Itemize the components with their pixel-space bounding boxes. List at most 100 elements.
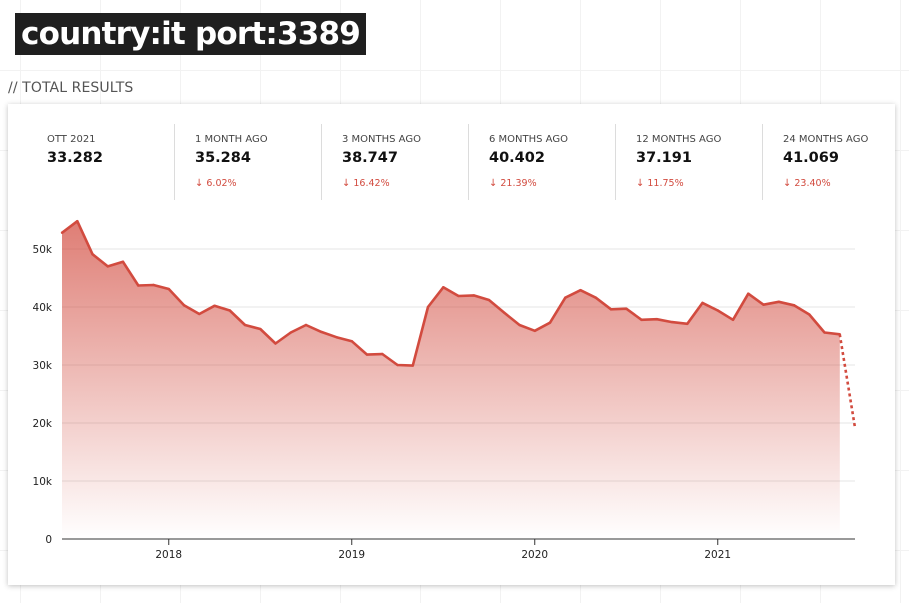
data-point xyxy=(137,284,140,287)
data-point xyxy=(411,364,414,367)
stat-change-value: 11.75% xyxy=(647,178,684,189)
stat-12-months-ago: 12 MONTHS AGO 37.191 ↓ 11.75% xyxy=(615,124,762,200)
stat-label: OTT 2021 xyxy=(47,134,96,145)
data-point xyxy=(60,231,64,234)
stat-label: 6 MONTHS AGO xyxy=(489,134,568,145)
y-tick-label: 10k xyxy=(33,476,53,488)
stat-current: OTT 2021 33.282 xyxy=(8,124,174,200)
data-point xyxy=(579,288,582,292)
data-point xyxy=(564,296,567,299)
arrow-down-icon: ↓ xyxy=(783,178,792,189)
y-tick-label: 50k xyxy=(33,244,53,256)
stat-3-months-ago: 3 MONTHS AGO 38.747 ↓ 16.42% xyxy=(321,124,468,200)
stat-value: 38.747 xyxy=(342,150,398,166)
data-point xyxy=(259,327,262,331)
data-point xyxy=(655,317,658,321)
stat-24-months-ago: 24 MONTHS AGO 41.069 ↓ 23.40% xyxy=(762,124,895,200)
x-tick-label: 2018 xyxy=(155,549,182,561)
projection-dashed-line xyxy=(838,334,857,428)
query-title: country:it port:3389 xyxy=(15,13,367,55)
data-point xyxy=(213,304,216,308)
stat-change: ↓ 16.42% xyxy=(342,178,390,189)
data-point xyxy=(106,265,109,268)
arrow-down-icon: ↓ xyxy=(195,178,204,189)
data-point xyxy=(457,294,460,298)
data-point xyxy=(350,340,353,343)
data-point xyxy=(701,301,704,305)
x-tick-label: 2019 xyxy=(338,549,365,561)
data-point xyxy=(518,323,521,327)
data-point xyxy=(182,304,186,307)
data-point xyxy=(381,352,384,356)
data-point xyxy=(594,296,597,299)
arrow-down-icon: ↓ xyxy=(636,178,645,189)
stat-change: ↓ 6.02% xyxy=(195,178,237,189)
data-point xyxy=(274,342,277,345)
stat-value: 40.402 xyxy=(489,150,545,166)
data-point xyxy=(91,253,94,256)
data-point xyxy=(670,320,674,324)
stat-value: 33.282 xyxy=(47,150,103,166)
y-tick-label: 40k xyxy=(33,302,53,314)
stat-change-value: 16.42% xyxy=(353,178,390,189)
data-point xyxy=(762,303,765,306)
stat-change: ↓ 11.75% xyxy=(636,178,684,189)
stat-change: ↓ 23.40% xyxy=(783,178,831,189)
series-area-fill xyxy=(62,221,840,539)
stat-label: 12 MONTHS AGO xyxy=(636,134,722,145)
stat-change-value: 6.02% xyxy=(206,178,237,189)
y-tick-label: 20k xyxy=(33,418,53,430)
arrow-down-icon: ↓ xyxy=(342,178,351,189)
data-point xyxy=(731,318,735,321)
stat-value: 41.069 xyxy=(783,150,839,166)
data-point xyxy=(365,353,369,356)
stats-row: OTT 2021 33.282 1 MONTH AGO 35.284 ↓ 6.02… xyxy=(8,124,895,200)
data-point xyxy=(625,307,628,310)
data-point xyxy=(243,323,247,327)
data-point xyxy=(152,283,155,287)
stat-change: ↓ 21.39% xyxy=(489,178,537,189)
stat-value: 37.191 xyxy=(636,150,692,166)
stat-label: 1 MONTH AGO xyxy=(195,134,268,145)
section-title: // TOTAL RESULTS xyxy=(8,80,134,96)
data-point xyxy=(442,286,445,289)
stat-change-value: 23.40% xyxy=(794,178,831,189)
data-point xyxy=(304,323,308,327)
data-point xyxy=(228,309,231,312)
stat-change-value: 21.39% xyxy=(500,178,537,189)
stat-label: 24 MONTHS AGO xyxy=(783,134,869,145)
chart-area-layer xyxy=(60,219,857,539)
data-point xyxy=(747,292,750,295)
data-point xyxy=(808,313,811,316)
data-point xyxy=(716,309,719,312)
data-point xyxy=(792,304,796,307)
data-point xyxy=(426,305,430,309)
data-point xyxy=(289,331,292,334)
data-point xyxy=(320,330,323,334)
stat-label: 3 MONTHS AGO xyxy=(342,134,421,145)
series-line xyxy=(61,219,840,367)
data-point xyxy=(777,300,780,303)
data-point xyxy=(533,329,536,332)
data-point xyxy=(76,219,79,223)
arrow-down-icon: ↓ xyxy=(489,178,498,189)
data-point xyxy=(335,335,338,339)
data-point xyxy=(609,308,613,311)
stat-value: 35.284 xyxy=(195,150,251,166)
data-point xyxy=(396,363,399,367)
stat-6-months-ago: 6 MONTHS AGO 40.402 ↓ 21.39% xyxy=(468,124,615,200)
data-point xyxy=(548,321,552,324)
stat-1-month-ago: 1 MONTH AGO 35.284 ↓ 6.02% xyxy=(174,124,321,200)
data-point xyxy=(198,312,201,316)
y-tick-label: 0 xyxy=(45,534,52,546)
data-point xyxy=(640,318,643,321)
x-tick-label: 2021 xyxy=(704,549,731,561)
data-point xyxy=(503,311,506,314)
data-point xyxy=(686,322,689,326)
data-point xyxy=(167,287,170,291)
data-point xyxy=(121,260,125,263)
chart-axes: 0 10k 20k 30k 40k 50k 2018 2019 2020 2021 xyxy=(33,244,855,561)
data-point xyxy=(487,298,491,302)
data-point xyxy=(823,331,826,334)
